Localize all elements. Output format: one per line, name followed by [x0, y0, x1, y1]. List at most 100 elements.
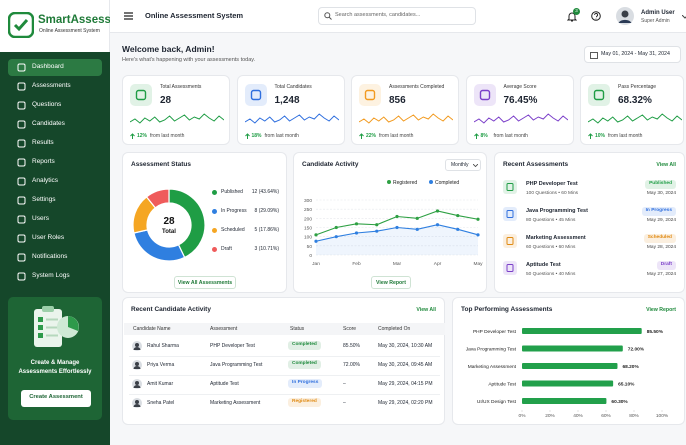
x-tick-label: Apr — [434, 261, 442, 267]
stat-icon — [473, 84, 496, 106]
line — [46, 334, 58, 337]
menu-item[interactable]: Settings — [8, 192, 102, 209]
icon-shape — [17, 215, 26, 224]
search-box[interactable]: Search assessments, candidates... — [318, 7, 476, 25]
menu-label: Users — [32, 215, 49, 222]
table-cell: Priya Verma — [147, 361, 175, 368]
bar — [522, 398, 607, 404]
stat-change: 12% — [137, 133, 148, 139]
avatar[interactable] — [616, 7, 634, 25]
card-link[interactable]: View All — [416, 307, 436, 313]
x-tick-label: 20% — [545, 413, 555, 419]
menu-label: Results — [32, 139, 54, 146]
bar — [522, 345, 623, 352]
item-icon — [503, 234, 517, 248]
card-button[interactable]: View Report — [371, 276, 411, 289]
sparkline — [359, 113, 453, 124]
promo-button[interactable]: Create Assessment — [21, 390, 91, 407]
y-tick-label: 0 — [309, 253, 312, 259]
menu-icon — [17, 101, 26, 110]
table-header — [124, 323, 445, 335]
stat-value: 76.45% — [503, 95, 538, 106]
table-cell: May 30, 2024, 10:30 AM — [378, 342, 433, 349]
welcome-subtitle: Here's what's happening with your assess… — [122, 57, 256, 63]
table-cell: Rahul Sharma — [147, 342, 179, 349]
stat-icon — [130, 84, 152, 106]
item-meta: 60 Questions • 60 Mins — [526, 245, 576, 250]
bar-value-label: 65.10% — [618, 382, 635, 388]
candidate-avatar — [132, 379, 142, 389]
column-header: Candidate Name — [133, 326, 171, 332]
assessment-item[interactable]: PHP Developer Test 100 Questions • 60 Min… — [495, 179, 684, 203]
item-meta: 100 Questions • 60 Mins — [526, 191, 579, 196]
user-name: Admin User — [641, 10, 675, 16]
assessment-item[interactable]: Java Programming Test 80 Questions • 45 M… — [495, 206, 684, 230]
data-point — [435, 223, 440, 227]
table-cell: Marketing Assessment — [210, 399, 261, 406]
data-point — [395, 214, 399, 219]
help-icon[interactable] — [591, 11, 601, 21]
card-title: Top Performing Assessments — [461, 306, 553, 313]
data-point — [314, 239, 318, 243]
menu-icon[interactable] — [124, 12, 133, 20]
caret-shape — [473, 164, 478, 168]
top-performing-card: Top Performing Assessments View Report 0% 2… — [452, 297, 685, 425]
menu-item[interactable]: System Logs — [8, 268, 102, 285]
menu-item[interactable]: Reports — [8, 154, 102, 171]
data-point — [334, 225, 338, 230]
menu-item[interactable]: Dashboard — [8, 59, 102, 76]
logo-icon — [8, 12, 34, 38]
menu-item[interactable]: Analytics — [8, 173, 102, 190]
menu-item[interactable]: Questions — [8, 97, 102, 114]
item-date: May 27, 2024 — [646, 272, 676, 277]
glyph — [506, 210, 514, 218]
item-name: PHP Developer Test — [526, 181, 578, 187]
sparkline-line — [473, 113, 568, 124]
item-icon-glyph — [506, 183, 514, 191]
card-link[interactable]: View Report — [646, 307, 676, 313]
stat-icon-glyph — [364, 89, 376, 101]
menu-item[interactable]: Assessments — [8, 78, 102, 95]
item-icon — [503, 261, 517, 275]
recent-assessments-card: Recent Assessments View All PHP Developer … — [494, 152, 685, 293]
card-link[interactable]: View All — [656, 162, 676, 168]
menu-label: Analytics — [32, 177, 59, 184]
caret — [473, 164, 478, 168]
data-point — [476, 233, 480, 237]
status-badge: Completed — [288, 360, 321, 369]
bar — [522, 380, 614, 387]
glyph — [506, 237, 514, 245]
menu-item[interactable]: Candidates — [8, 116, 102, 133]
menu-item[interactable]: User Roles — [8, 230, 102, 247]
logo-area: SmartAssess Online Assessment System — [0, 0, 111, 52]
status-badge: Scheduled — [643, 234, 676, 243]
x-tick-label: May — [473, 261, 483, 267]
menu-item[interactable]: Notifications — [8, 249, 102, 266]
topbar: Search assessments, candidates... Online… — [110, 0, 686, 33]
menu-item[interactable]: Results — [8, 135, 102, 152]
assessment-item[interactable]: Marketing Assessment 60 Questions • 60 Mi… — [495, 233, 684, 257]
promo-illustration — [34, 306, 79, 347]
period-dropdown[interactable]: Monthly — [445, 159, 481, 171]
card-button[interactable]: View All Assessments — [174, 276, 236, 289]
icon-shape — [17, 234, 26, 243]
glyph — [250, 89, 261, 101]
check-box — [38, 325, 43, 330]
caret[interactable] — [682, 15, 686, 19]
item-date: May 30, 2024 — [646, 191, 676, 196]
icon-shape — [17, 158, 26, 167]
bar-value-label: 85.50% — [647, 329, 664, 335]
menu-item[interactable]: Users — [8, 211, 102, 228]
avatar-body — [133, 347, 141, 350]
x-tick-label: 0% — [519, 413, 527, 419]
assessment-item[interactable]: Aptitude Test 50 Questions • 40 Mins Draft… — [495, 260, 684, 284]
menu-label: System Logs — [32, 272, 70, 279]
icon-shape — [590, 52, 598, 59]
welcome-title: Welcome back, Admin! — [122, 44, 215, 54]
y-tick-label: 250 — [304, 207, 312, 213]
date-picker[interactable]: May 01, 2024 - May 31, 2024 — [584, 46, 681, 63]
menu-icon — [17, 234, 26, 243]
table-cell: May 30, 2024, 09:45 AM — [378, 361, 433, 368]
item-icon-glyph — [506, 264, 514, 272]
